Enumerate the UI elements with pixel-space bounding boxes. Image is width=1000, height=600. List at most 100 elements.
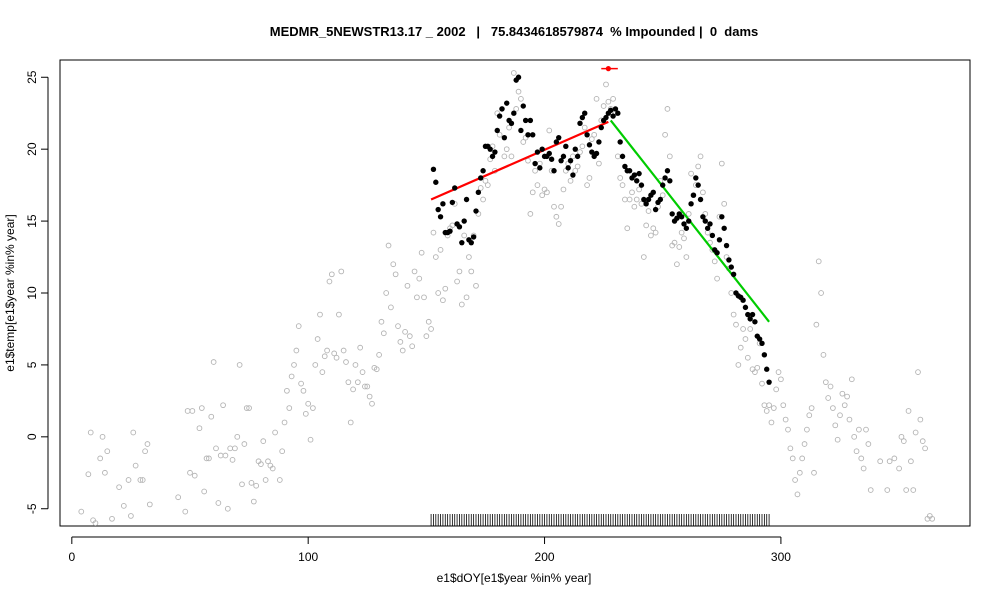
background-point [432,254,439,260]
background-point [338,268,345,275]
background-point [922,445,928,452]
selected-point [638,182,645,188]
background-point [532,167,538,174]
background-point [461,232,468,239]
background-point [298,380,304,387]
background-point [260,438,267,444]
background-point [737,344,744,351]
background-point [744,354,751,361]
selected-point [468,239,474,246]
background-point [314,336,321,342]
background-point [362,383,368,390]
plot-frame [59,59,971,527]
background-point [735,362,742,368]
selected-point [634,178,640,184]
background-point [354,379,361,386]
background-point [856,426,862,433]
background-point [236,362,243,368]
background-point [312,362,319,368]
background-point [825,395,832,401]
background-point [331,350,338,357]
selected-point [563,143,569,149]
background-point [839,390,846,397]
selected-point [726,257,732,263]
background-point [917,416,924,423]
background-point [234,433,241,440]
y-tick-label: 10 [25,286,39,300]
background-point [813,321,820,328]
chart-title: MEDMR_5NEWSTR13.17 _ 2002 | 75.843461857… [270,24,759,39]
background-points [78,70,936,526]
selected-point [704,225,711,231]
rising-fit-line [430,120,609,201]
background-point [527,211,534,217]
background-point [142,448,148,455]
selected-point [492,149,498,155]
background-point [508,153,515,160]
background-point [449,222,456,229]
background-point [645,208,652,214]
selected-point [449,199,456,206]
background-point [369,400,375,407]
selected-point [693,175,699,181]
background-point [643,222,650,229]
background-point [276,477,283,483]
selected-point [716,237,723,243]
selected-point [610,113,616,119]
selected-point [678,214,685,220]
selected-point [761,352,768,358]
background-point [128,513,134,519]
background-point [456,268,463,275]
background-point [222,452,229,459]
background-point [848,376,855,383]
selected-point [487,146,493,152]
background-point [896,465,902,472]
background-point [811,469,817,476]
selected-point [683,225,690,231]
background-point [681,235,687,242]
selected-point [747,316,753,322]
selected-point [626,168,633,174]
background-point [496,131,503,138]
rug-marks [430,514,770,526]
background-point [397,339,404,345]
background-point [258,461,264,468]
background-point [787,445,794,452]
background-point [501,153,508,160]
selected-point [530,132,536,138]
background-point [900,438,907,444]
background-point [789,455,796,462]
selected-point [433,179,439,185]
background-point [766,402,772,409]
selected-point [756,336,763,342]
selected-point [759,340,765,347]
background-point [191,472,198,479]
background-point [468,268,475,275]
selected-point [664,168,671,174]
background-point [146,501,153,508]
selected-point [669,211,675,217]
selected-point [496,113,503,119]
background-point [560,186,567,193]
selected-point [700,214,706,220]
selected-point [598,124,604,131]
background-point [577,149,583,155]
background-point [733,321,739,328]
selected-point [546,150,552,157]
selected-point [452,185,458,191]
selected-point [615,110,621,116]
background-point [891,455,898,462]
peak-point [605,66,611,72]
background-point [574,163,581,170]
background-point [293,347,300,354]
selected-point [463,196,470,203]
background-point [858,455,865,462]
background-point [721,200,728,207]
selected-point [674,215,680,221]
background-point [480,196,486,203]
selected-point [707,221,713,227]
background-point [671,239,678,246]
selected-point [437,214,444,220]
background-point [482,177,489,184]
background-point [201,488,208,495]
